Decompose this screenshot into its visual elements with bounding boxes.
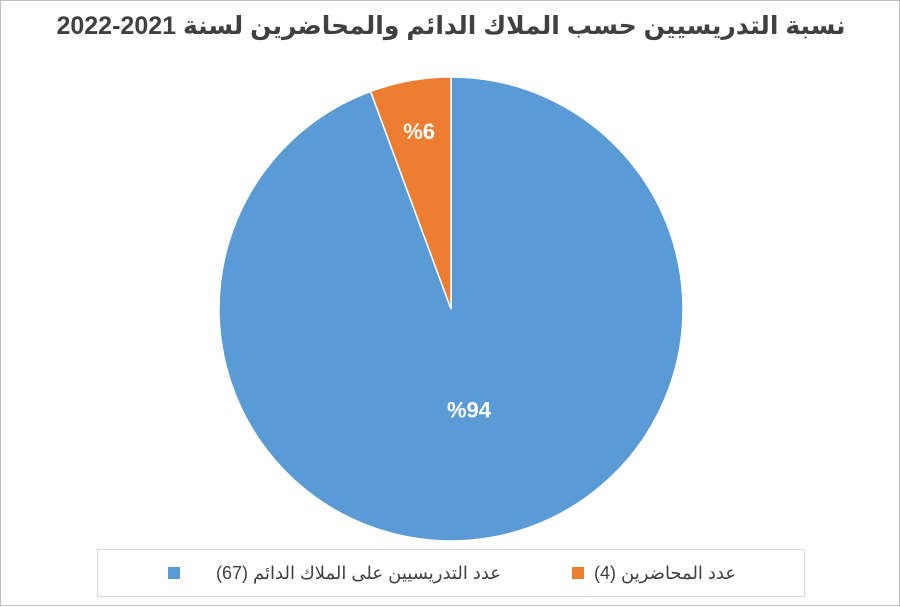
pie-slice-lecturers (369, 76, 452, 310)
legend-label-lecturers: عدد المحاضرين (4) (594, 562, 737, 583)
pie-label-lecturers: %6 (403, 119, 435, 144)
legend-swatch-lecturers (572, 567, 584, 579)
legend-swatch-permanent (168, 567, 180, 579)
legend-item-permanent: عدد التدريسيين على الملاك الدائم (67) (168, 561, 501, 585)
legend-label-permanent: عدد التدريسيين على الملاك الدائم (67) (216, 562, 502, 583)
chart-legend: عدد التدريسيين على الملاك الدائم (67) عد… (97, 549, 805, 597)
chart-title: نسبة التدريسيين حسب الملاك الدائم والمحا… (56, 12, 846, 40)
pie-label-permanent: %94 (447, 397, 492, 422)
legend-item-lecturers: عدد المحاضرين (4) (572, 561, 736, 585)
